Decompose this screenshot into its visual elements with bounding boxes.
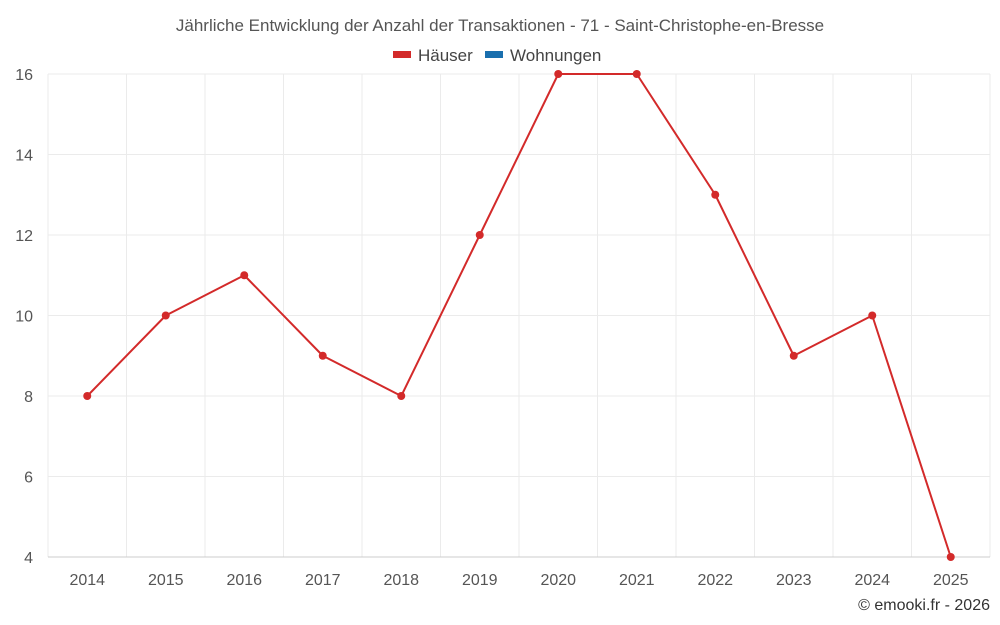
series-layer	[83, 70, 955, 561]
series-line-0	[86, 73, 952, 558]
x-tick-label: 2023	[776, 572, 812, 589]
data-point[interactable]	[397, 392, 406, 400]
x-axis-ticks: 2014 2015 2016 2017 2018 2019 2020 2021 2022 2023…	[69, 572, 968, 589]
x-tick-label: 2017	[305, 572, 341, 589]
legend-swatch-houses	[393, 51, 411, 58]
data-point[interactable]	[83, 392, 92, 400]
x-tick-label: 2025	[933, 572, 969, 589]
x-tick-label: 2015	[148, 572, 184, 589]
y-tick-label: 10	[15, 309, 33, 326]
x-tick-label: 2020	[540, 572, 576, 589]
data-point[interactable]	[946, 553, 955, 561]
legend-item-apartments[interactable]: Wohnungen	[485, 46, 601, 65]
y-tick-label: 8	[24, 389, 33, 406]
y-axis-ticks: 4 6 8 10 12 14 16	[15, 67, 33, 567]
legend-swatch-apartments	[485, 51, 503, 58]
legend-label-houses: Häuser	[418, 46, 473, 65]
legend-item-houses[interactable]: Häuser	[393, 46, 473, 65]
x-tick-label: 2024	[854, 572, 890, 589]
y-tick-label: 16	[15, 67, 33, 84]
data-point[interactable]	[240, 271, 249, 280]
data-point[interactable]	[789, 351, 798, 360]
data-point[interactable]	[711, 190, 720, 199]
y-tick-label: 12	[15, 228, 33, 245]
data-point[interactable]	[161, 311, 170, 320]
data-point[interactable]	[475, 231, 484, 239]
x-tick-label: 2016	[226, 572, 262, 589]
legend-label-apartments: Wohnungen	[510, 46, 601, 65]
x-tick-label: 2019	[462, 572, 498, 589]
x-tick-label: 2014	[69, 572, 105, 589]
legend[interactable]: Häuser Wohnungen	[393, 46, 601, 65]
x-tick-label: 2018	[383, 572, 419, 589]
y-tick-label: 14	[15, 148, 33, 165]
gridlines	[47, 73, 991, 558]
credit-text: © emooki.fr - 2026	[858, 597, 990, 614]
x-tick-label: 2021	[619, 572, 655, 589]
chart-title: Jährliche Entwicklung der Anzahl der Tra…	[176, 16, 824, 35]
y-tick-label: 4	[24, 550, 33, 567]
data-point[interactable]	[868, 311, 877, 320]
x-tick-label: 2022	[697, 572, 733, 589]
data-point[interactable]	[632, 70, 641, 78]
data-point[interactable]	[318, 351, 327, 360]
data-point[interactable]	[554, 70, 563, 78]
y-tick-label: 6	[24, 470, 33, 487]
